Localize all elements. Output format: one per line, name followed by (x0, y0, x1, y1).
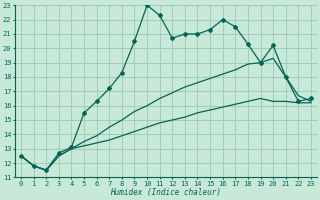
X-axis label: Humidex (Indice chaleur): Humidex (Indice chaleur) (110, 188, 221, 197)
